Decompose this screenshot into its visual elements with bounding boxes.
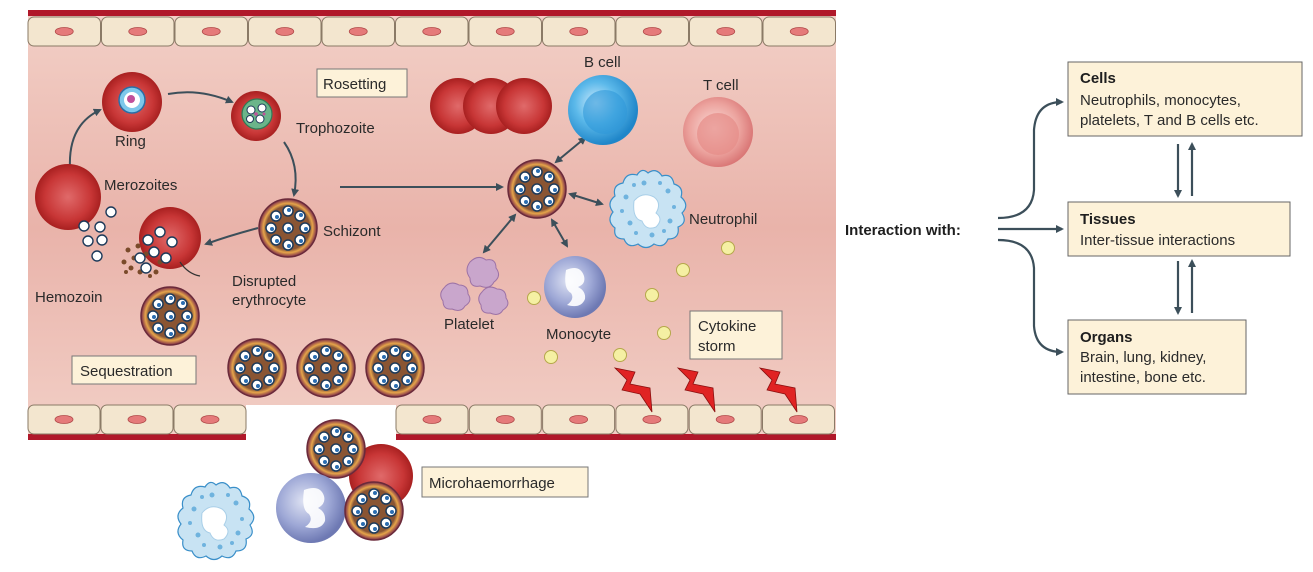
disrupted-erythrocyte-label-line2: erythrocyte — [232, 292, 306, 309]
arrow-merozoite-to-ring — [68, 108, 102, 169]
endothelial-nucleus — [495, 27, 515, 36]
endothelial-nucleus — [348, 27, 368, 36]
microhaemorrhage-label: Microhaemorrhage — [429, 475, 555, 492]
cytokine-storm-label-line1: Cytokine — [698, 318, 756, 335]
arrow-schizont-to-disrupted — [204, 227, 259, 246]
sequestration-box — [71, 355, 197, 385]
disrupted-erythrocyte — [121, 207, 201, 278]
endothelial-nucleus — [422, 27, 442, 36]
interaction-arrows — [997, 98, 1196, 356]
endothelial-nucleus — [200, 415, 220, 424]
interaction-title: Interaction with: — [845, 222, 961, 239]
t-cell-label: T cell — [703, 77, 739, 94]
endothelial-nucleus — [54, 27, 74, 36]
endothelial-nucleus — [422, 415, 442, 424]
vessel-wall-bottom-right — [396, 434, 836, 440]
platelet-label: Platelet — [444, 316, 495, 333]
cells-header: Cells — [1080, 70, 1116, 87]
microhaemorrhage-box — [421, 466, 589, 498]
platelets — [440, 256, 509, 315]
arrow-platelet-interaction — [482, 213, 517, 254]
monocyte-label: Monocyte — [546, 326, 611, 343]
vessel-wall-bottom-left — [28, 434, 246, 440]
microhaemorrhage-cluster — [177, 419, 413, 561]
sequestered-schizont — [140, 286, 200, 346]
endothelial-nucleus — [54, 415, 74, 424]
rosetting-erythrocytes — [430, 78, 552, 134]
sequestered-schizont — [365, 338, 425, 398]
vessel-wall-top — [28, 10, 836, 16]
tissues-header: Tissues — [1080, 211, 1136, 228]
endothelial-nucleus — [642, 27, 662, 36]
cytokine-damage-bolts — [613, 367, 798, 413]
arrow-to-cells — [997, 98, 1064, 220]
cytokine-storm-box — [689, 310, 783, 360]
cytokine-storm-label-line2: storm — [698, 338, 736, 355]
escaped-schizont — [306, 419, 366, 479]
schizont-cell — [258, 198, 318, 258]
arrow-neutrophil-interaction — [568, 191, 604, 207]
merozoites-label: Merozoites — [104, 177, 177, 194]
t-cell — [683, 97, 753, 167]
neutrophil-label: Neutrophil — [689, 211, 757, 228]
endothelial-nucleus — [128, 27, 148, 36]
escaped-neutrophil — [177, 481, 255, 561]
trophozoite-label: Trophozoite — [296, 120, 375, 137]
arrow-bcell-interaction — [554, 136, 587, 164]
sequestered-schizont — [227, 338, 287, 398]
ring-stage-cell — [102, 72, 162, 132]
organs-header: Organs — [1080, 329, 1133, 346]
endothelial-nucleus — [569, 27, 589, 36]
schizont-label: Schizont — [323, 223, 381, 240]
endothelial-nucleus — [716, 27, 736, 36]
endothelial-cells-top — [27, 16, 836, 47]
b-cell — [568, 75, 638, 145]
endothelial-nucleus — [642, 415, 662, 424]
arrow-monocyte-interaction — [551, 218, 568, 248]
organs-line1: Brain, lung, kidney, — [1080, 349, 1206, 366]
arrow-to-organs — [997, 238, 1064, 356]
endothelial-nucleus — [275, 27, 295, 36]
endothelial-nucleus — [715, 415, 735, 424]
infected-erythrocyte-center — [507, 159, 567, 219]
endothelial-nucleus — [569, 415, 588, 424]
arrow-trophozoite-to-schizont — [283, 141, 300, 197]
organs-line2: intestine, bone etc. — [1080, 369, 1206, 386]
escaped-schizont — [344, 481, 404, 541]
interaction-panel: Interaction with: Cells Neutrophils, mon… — [845, 61, 1303, 395]
hemozoin-label: Hemozoin — [35, 289, 103, 306]
lifecycle-arrows — [68, 91, 604, 254]
rosetting-box — [316, 68, 408, 98]
rosetting-label: Rosetting — [323, 76, 386, 93]
endothelial-nucleus — [495, 415, 515, 424]
endothelial-nucleus — [201, 27, 221, 36]
endothelial-nucleus — [127, 415, 147, 424]
ring-label: Ring — [115, 133, 146, 150]
escaped-monocyte — [276, 473, 346, 543]
trophozoite-cell — [231, 91, 281, 141]
label-boxes — [71, 68, 783, 498]
monocyte-cell — [544, 256, 606, 318]
endothelial-cells-bottom — [27, 404, 835, 435]
endothelial-nucleus — [789, 27, 809, 36]
tissues-line1: Inter-tissue interactions — [1080, 232, 1235, 249]
tissues-box — [1067, 201, 1291, 257]
organs-box — [1067, 319, 1247, 395]
arrow-ring-to-trophozoite — [167, 91, 234, 104]
cells-box — [1067, 61, 1303, 137]
cells-line1: Neutrophils, monocytes, — [1080, 92, 1241, 109]
erythrocyte — [35, 164, 101, 230]
disrupted-erythrocyte-label-line1: Disrupted — [232, 273, 296, 290]
merozoites — [78, 206, 117, 262]
disrupted-label-leader — [179, 261, 201, 277]
cytokines — [527, 241, 735, 364]
sequestered-schizont — [296, 338, 356, 398]
cells-line2: platelets, T and B cells etc. — [1080, 112, 1259, 129]
endothelial-nucleus — [789, 415, 808, 424]
sequestration-label: Sequestration — [80, 363, 173, 380]
b-cell-label: B cell — [584, 54, 621, 71]
